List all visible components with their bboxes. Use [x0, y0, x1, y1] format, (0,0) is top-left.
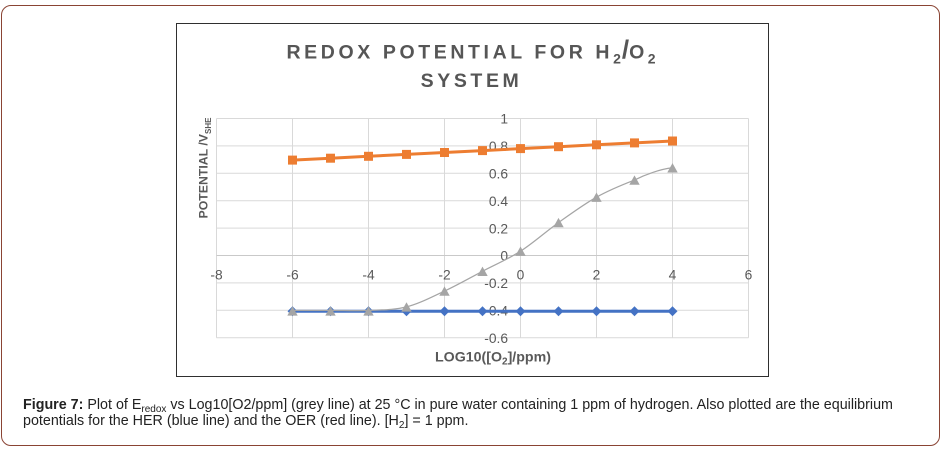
svg-text:REDOX POTENTIAL FOR H2/O2: REDOX POTENTIAL FOR H2/O2 — [287, 35, 657, 67]
svg-text:0.6: 0.6 — [489, 167, 509, 182]
svg-text:0.8: 0.8 — [489, 139, 509, 154]
svg-text:4: 4 — [669, 267, 677, 282]
svg-text:-0.6: -0.6 — [484, 331, 508, 346]
svg-text:0.4: 0.4 — [489, 194, 509, 209]
svg-text:2: 2 — [593, 267, 601, 282]
svg-text:6: 6 — [745, 267, 753, 282]
svg-text:-6: -6 — [286, 267, 299, 282]
svg-text:POTENTIAL /VSHE: POTENTIAL /VSHE — [196, 117, 213, 219]
svg-text:-0.2: -0.2 — [484, 276, 508, 291]
svg-text:-4: -4 — [362, 267, 375, 282]
svg-text:SYSTEM: SYSTEM — [421, 70, 523, 92]
svg-text:1: 1 — [500, 112, 508, 127]
svg-text:LOG10([O2]/ppm): LOG10([O2]/ppm) — [435, 350, 551, 368]
svg-text:0: 0 — [517, 267, 525, 282]
svg-text:-2: -2 — [438, 267, 450, 282]
svg-text:-8: -8 — [210, 267, 223, 282]
svg-text:0.2: 0.2 — [489, 221, 508, 236]
svg-text:0: 0 — [500, 249, 508, 264]
